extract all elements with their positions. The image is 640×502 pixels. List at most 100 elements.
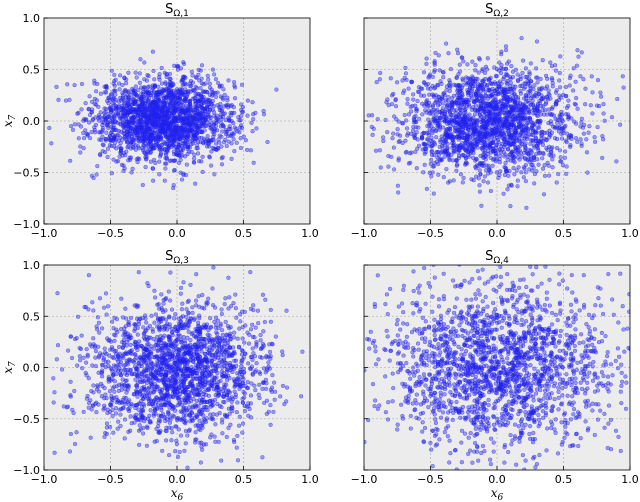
data-point — [136, 104, 141, 109]
data-point — [528, 137, 533, 143]
data-point — [109, 171, 114, 176]
data-point — [255, 308, 260, 313]
data-point — [101, 120, 106, 125]
data-point — [160, 104, 165, 110]
data-point — [500, 128, 505, 134]
data-point — [122, 114, 127, 119]
data-point — [185, 152, 190, 157]
data-point — [96, 370, 101, 375]
data-point — [499, 81, 504, 86]
data-point — [274, 87, 279, 92]
data-point — [193, 137, 198, 142]
data-point — [410, 103, 415, 108]
data-point — [163, 166, 168, 171]
data-point — [205, 90, 210, 95]
data-point — [444, 167, 449, 172]
data-point — [153, 109, 158, 114]
data-point — [167, 453, 172, 458]
data-point — [455, 51, 461, 56]
data-point — [98, 91, 103, 96]
data-point — [502, 164, 507, 170]
data-point — [473, 68, 478, 73]
data-point — [115, 106, 120, 111]
data-point — [107, 143, 112, 148]
data-point — [195, 131, 200, 136]
data-point — [205, 107, 210, 112]
data-point — [83, 117, 88, 123]
data-point — [447, 158, 452, 163]
data-point — [180, 153, 185, 158]
data-point — [498, 70, 504, 76]
data-point — [470, 59, 475, 64]
data-point — [509, 150, 514, 155]
data-point — [181, 129, 187, 134]
data-point — [125, 109, 131, 114]
data-point — [457, 128, 462, 133]
data-point — [550, 80, 555, 86]
data-point — [128, 131, 133, 136]
data-point — [210, 102, 215, 107]
data-point — [551, 113, 557, 118]
data-point — [517, 157, 522, 162]
data-point — [370, 132, 375, 137]
data-point — [477, 183, 482, 188]
data-point — [146, 96, 152, 101]
data-point — [532, 83, 537, 88]
data-point — [441, 125, 446, 130]
data-point — [76, 136, 81, 141]
data-point — [250, 100, 255, 105]
data-point — [103, 138, 108, 143]
data-point — [568, 134, 574, 139]
data-point — [280, 353, 285, 358]
data-point — [198, 460, 203, 465]
data-point — [164, 114, 169, 120]
data-point — [403, 138, 408, 143]
data-point — [157, 134, 162, 139]
data-point — [224, 129, 229, 134]
data-point — [429, 144, 435, 149]
data-point — [424, 186, 429, 191]
data-point — [94, 172, 99, 177]
data-point — [176, 153, 182, 158]
data-point — [550, 77, 555, 82]
data-point — [458, 107, 463, 112]
data-point — [528, 96, 534, 101]
data-point — [232, 125, 237, 130]
data-point — [415, 146, 420, 151]
data-point — [207, 81, 212, 86]
data-point — [546, 163, 551, 168]
data-point — [201, 106, 206, 111]
data-point — [499, 107, 504, 112]
data-point — [126, 70, 131, 75]
data-point — [486, 148, 491, 153]
data-point — [55, 291, 60, 296]
data-point — [438, 158, 443, 163]
data-point — [383, 117, 388, 123]
data-point — [106, 101, 111, 106]
data-point — [516, 103, 522, 109]
data-point — [414, 109, 419, 114]
data-point — [261, 108, 266, 114]
data-point — [564, 171, 569, 176]
data-point — [573, 95, 579, 101]
data-point — [392, 114, 397, 119]
data-point — [475, 139, 480, 144]
data-point — [446, 51, 451, 56]
data-point — [232, 149, 237, 154]
data-point — [202, 128, 207, 133]
data-point — [558, 155, 563, 160]
data-point — [426, 137, 431, 142]
data-point — [511, 91, 516, 97]
data-point — [456, 101, 461, 107]
data-point — [152, 77, 157, 82]
data-point — [213, 94, 219, 99]
data-point — [159, 81, 164, 86]
scatter-panel-2: −1.0 −0.5 0.0 0.5 1.0SΩ,2 — [351, 2, 639, 240]
data-point — [223, 319, 228, 324]
data-point — [600, 134, 605, 139]
data-point — [152, 320, 157, 325]
data-point — [164, 157, 170, 162]
data-point — [437, 98, 442, 104]
data-point — [429, 144, 434, 149]
data-point — [133, 70, 138, 75]
